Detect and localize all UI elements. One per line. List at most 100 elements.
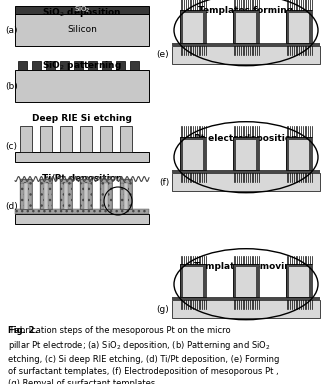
- Bar: [289, 140, 309, 170]
- Text: SiO$_2$ patterning: SiO$_2$ patterning: [42, 59, 122, 72]
- Bar: [233, 137, 259, 140]
- Bar: [289, 267, 309, 297]
- Bar: [88, 183, 92, 209]
- Bar: [64, 183, 68, 209]
- Text: Pt electrodeposition: Pt electrodeposition: [194, 134, 298, 143]
- Text: (e): (e): [156, 51, 169, 60]
- Bar: [172, 297, 320, 300]
- Text: (b): (b): [5, 81, 18, 91]
- Bar: [20, 179, 32, 209]
- Text: Fig. 2.: Fig. 2.: [8, 326, 38, 335]
- Bar: [309, 13, 312, 43]
- Bar: [236, 267, 256, 297]
- Bar: [233, 10, 259, 13]
- Bar: [180, 137, 206, 140]
- Bar: [108, 183, 112, 209]
- Bar: [183, 140, 203, 170]
- Bar: [80, 179, 92, 209]
- Bar: [15, 209, 149, 214]
- Bar: [289, 13, 309, 43]
- Bar: [100, 183, 104, 209]
- Bar: [233, 137, 259, 170]
- Bar: [203, 140, 206, 170]
- Text: Templates forming: Templates forming: [198, 6, 294, 15]
- Bar: [60, 126, 72, 152]
- Bar: [48, 183, 52, 209]
- Bar: [20, 183, 24, 209]
- Bar: [124, 183, 128, 209]
- Bar: [24, 183, 28, 209]
- Bar: [286, 264, 312, 297]
- Bar: [256, 13, 259, 43]
- Text: SiO$_2$: SiO$_2$: [74, 5, 90, 15]
- Bar: [120, 126, 132, 152]
- Bar: [40, 183, 44, 209]
- Bar: [233, 140, 236, 170]
- Bar: [120, 183, 124, 209]
- Bar: [183, 267, 203, 297]
- Text: Deep RIE Si etching: Deep RIE Si etching: [32, 114, 132, 123]
- Bar: [180, 264, 206, 267]
- Bar: [203, 267, 206, 297]
- Bar: [120, 179, 132, 183]
- Bar: [183, 13, 203, 43]
- Bar: [180, 10, 206, 13]
- Bar: [15, 14, 149, 46]
- Bar: [18, 61, 27, 70]
- Bar: [80, 183, 84, 209]
- Bar: [286, 137, 312, 170]
- Bar: [104, 183, 108, 209]
- Bar: [102, 61, 111, 70]
- Bar: [233, 264, 259, 297]
- Bar: [286, 140, 289, 170]
- Bar: [236, 267, 256, 297]
- Bar: [172, 173, 320, 191]
- Bar: [180, 137, 206, 170]
- Text: Ti/Pt deposition: Ti/Pt deposition: [42, 174, 122, 183]
- Bar: [183, 267, 203, 297]
- Bar: [32, 61, 41, 70]
- Bar: [180, 267, 183, 297]
- Text: Silicon: Silicon: [67, 25, 97, 35]
- Bar: [286, 264, 312, 267]
- Bar: [233, 264, 259, 267]
- Bar: [180, 140, 183, 170]
- Bar: [15, 70, 149, 102]
- Bar: [15, 152, 149, 162]
- Bar: [40, 126, 52, 152]
- Bar: [28, 183, 32, 209]
- Bar: [309, 140, 312, 170]
- Bar: [60, 179, 72, 209]
- Text: (c): (c): [5, 141, 17, 151]
- Bar: [20, 179, 32, 183]
- Bar: [286, 13, 289, 43]
- Bar: [180, 13, 183, 43]
- Bar: [88, 61, 97, 70]
- Bar: [60, 61, 69, 70]
- Bar: [286, 267, 289, 297]
- Bar: [180, 10, 206, 43]
- Bar: [74, 61, 83, 70]
- Bar: [60, 179, 72, 183]
- Bar: [172, 300, 320, 318]
- Bar: [116, 61, 125, 70]
- Text: SiO$_2$ deposition: SiO$_2$ deposition: [42, 6, 122, 19]
- Bar: [286, 10, 312, 13]
- Bar: [236, 140, 256, 170]
- Bar: [60, 183, 64, 209]
- Bar: [286, 10, 312, 43]
- Bar: [40, 179, 52, 183]
- Bar: [84, 183, 88, 209]
- Text: Templates removing: Templates removing: [194, 262, 298, 271]
- Bar: [172, 43, 320, 46]
- Bar: [183, 140, 203, 170]
- Bar: [20, 126, 32, 152]
- Bar: [128, 183, 132, 209]
- Bar: [68, 183, 72, 209]
- Bar: [236, 140, 256, 170]
- Bar: [100, 126, 112, 152]
- Bar: [289, 140, 309, 170]
- Bar: [80, 179, 92, 183]
- Bar: [309, 267, 312, 297]
- Bar: [15, 6, 149, 14]
